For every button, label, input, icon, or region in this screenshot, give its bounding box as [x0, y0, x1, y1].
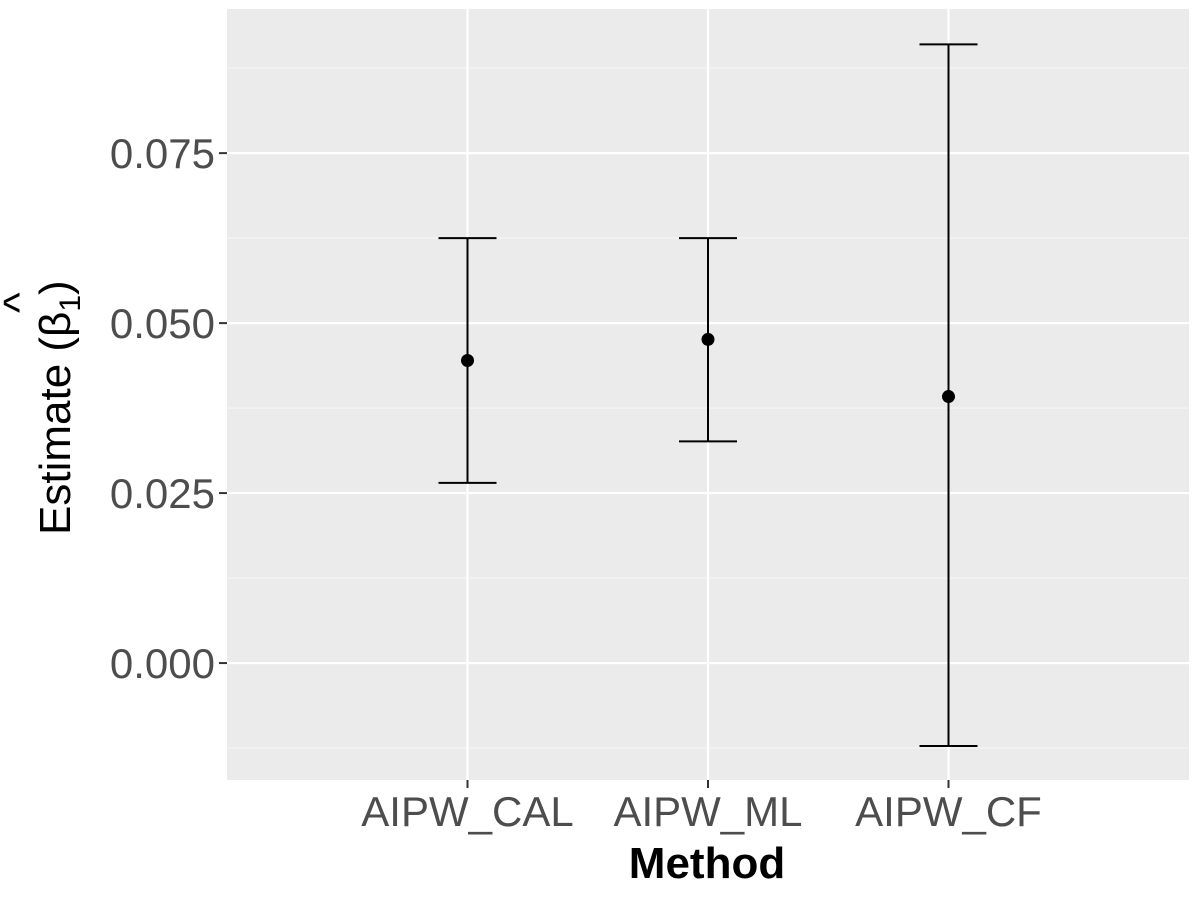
y-tick-label: 0.000 [110, 640, 215, 687]
y-axis-title-symbol: β [31, 312, 80, 337]
y-tick-label: 0.050 [110, 300, 215, 347]
x-tick-label: AIPW_ML [613, 788, 802, 835]
y-axis: 0.000 0.025 0.050 0.075 [110, 130, 227, 687]
y-axis-title: Estimate (β1) ^ [0, 280, 87, 535]
y-tick-label: 0.025 [110, 470, 215, 517]
y-axis-title-hat: ^ [0, 292, 44, 313]
x-axis: AIPW_CAL AIPW_ML AIPW_CF [361, 780, 1042, 835]
y-axis-title-close: ) [31, 280, 80, 295]
y-axis-title-subscript: 1 [54, 295, 87, 312]
estimate-point [701, 332, 715, 346]
y-tick-label: 0.075 [110, 130, 215, 177]
y-axis-title-text: Estimate ( [31, 337, 80, 535]
estimate-point [942, 390, 955, 404]
x-axis-title: Method [629, 839, 785, 888]
svg-text:Estimate (β1): Estimate (β1) [31, 280, 87, 535]
x-tick-label: AIPW_CAL [361, 788, 573, 835]
estimate-point [461, 354, 474, 368]
x-tick-label: AIPW_CF [855, 788, 1042, 835]
error-bars [438, 43, 978, 748]
